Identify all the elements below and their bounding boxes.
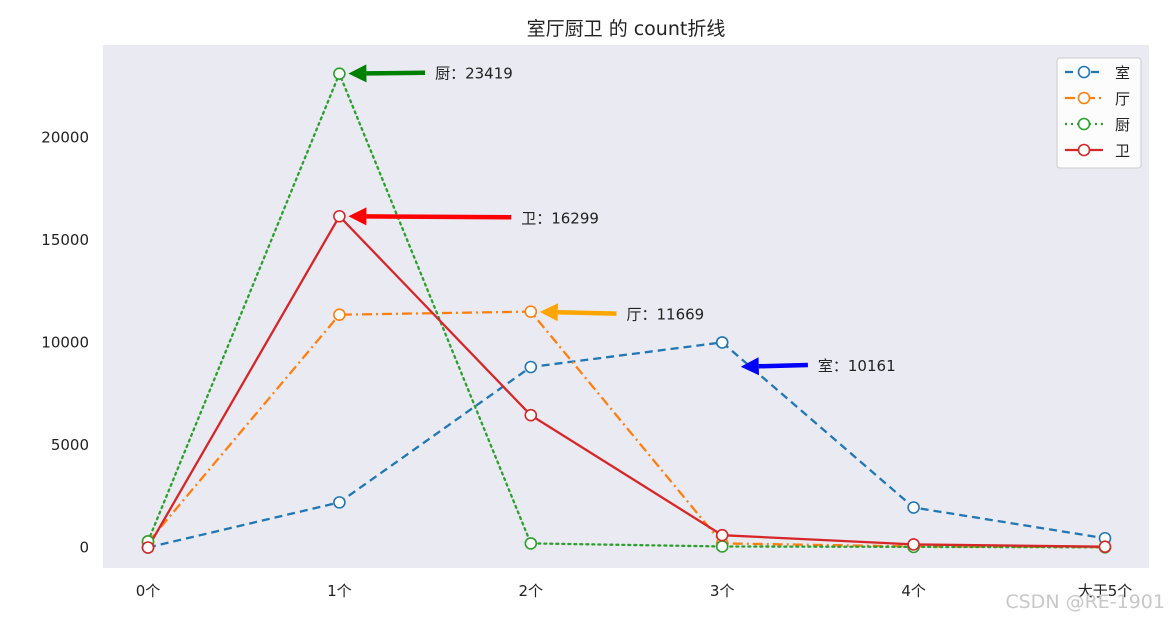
legend-marker-卫	[1077, 143, 1091, 157]
data-point-室	[524, 360, 538, 374]
x-tick-label: 大于5个	[1078, 582, 1133, 600]
annotation-label: 厨：23419	[435, 65, 513, 83]
data-point-厨	[715, 540, 729, 553]
annotation-arrow	[758, 362, 808, 369]
data-point-室	[333, 496, 346, 509]
plot-area	[103, 45, 1149, 568]
data-point-室	[715, 336, 729, 349]
annotation-arrow	[366, 214, 512, 220]
watermark: CSDN @RE-1901	[1005, 591, 1165, 613]
data-point-卫	[141, 541, 155, 554]
annotation-arrowhead	[740, 357, 760, 376]
data-point-卫	[715, 528, 729, 542]
data-point-卫	[333, 209, 346, 223]
annotation-label: 厅：11669	[627, 306, 705, 324]
data-point-室	[907, 501, 920, 514]
data-point-卫	[524, 408, 538, 422]
annotation-label: 卫：16299	[521, 209, 599, 227]
data-point-厅	[524, 305, 538, 318]
legend-label-卫: 卫	[1115, 142, 1130, 160]
y-tick-label: 10000	[41, 333, 89, 351]
data-point-厨	[524, 537, 538, 550]
legend: 室厅厨卫	[1056, 57, 1142, 169]
legend-box	[1056, 57, 1142, 169]
x-tick-label: 2个	[519, 582, 544, 600]
y-tick-label: 0	[79, 538, 89, 556]
annotation-arrowhead	[348, 207, 367, 226]
y-tick-label: 15000	[41, 231, 89, 249]
annotation-arrow	[366, 70, 426, 76]
data-point-厨	[333, 67, 346, 81]
legend-label-厅: 厅	[1115, 90, 1130, 108]
x-tick-label: 0个	[136, 582, 161, 600]
data-point-厅	[333, 308, 346, 322]
legend-marker-厨	[1077, 117, 1091, 131]
series-line-卫	[147, 214, 1106, 549]
x-tick-label: 3个	[710, 582, 735, 600]
series-line-厅	[147, 310, 1106, 549]
series-line-厨	[146, 70, 1107, 549]
data-point-卫	[1098, 540, 1112, 553]
legend-label-室: 室	[1115, 64, 1130, 82]
chart-title: 室厅厨卫 的 count折线	[527, 18, 726, 40]
annotation-arrowhead	[348, 64, 367, 83]
y-tick-label: 5000	[51, 436, 89, 454]
annotation-arrowhead	[539, 303, 559, 322]
y-tick-label: 20000	[41, 128, 89, 146]
legend-marker-厅	[1077, 91, 1091, 105]
data-point-卫	[907, 538, 920, 551]
series-line-室	[147, 341, 1106, 549]
annotation-label: 室：10161	[818, 357, 896, 375]
legend-label-厨: 厨	[1115, 116, 1130, 134]
x-tick-label: 1个	[327, 582, 352, 600]
annotation-arrow	[557, 310, 617, 316]
x-tick-label: 4个	[901, 582, 926, 600]
legend-marker-室	[1077, 65, 1091, 79]
